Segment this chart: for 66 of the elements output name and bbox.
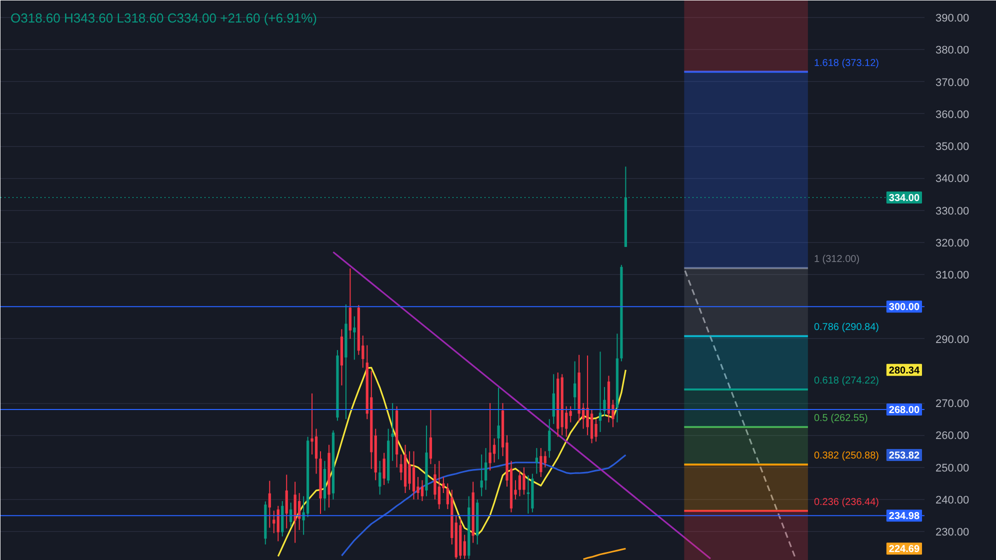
y-tick-label: 230.00 — [936, 526, 970, 539]
y-tick-label: 310.00 — [936, 270, 970, 282]
ref-line-label: 268.00 — [888, 404, 920, 416]
candlestick — [569, 406, 572, 423]
y-tick-label: 330.00 — [936, 205, 970, 218]
candlestick — [603, 386, 606, 416]
candlestick — [488, 402, 492, 472]
candlestick — [268, 480, 271, 528]
candlestick — [276, 505, 280, 542]
candlestick — [497, 387, 500, 460]
line-series — [340, 454, 626, 556]
candlestick — [420, 480, 424, 502]
line-series — [277, 366, 626, 558]
candlestick — [492, 438, 496, 464]
band-label: 0.236 (236.44) — [814, 496, 880, 508]
candlestick — [348, 268, 352, 340]
band-label: 0.618 (274.22) — [814, 376, 880, 387]
y-tick-label: 260.00 — [936, 430, 970, 442]
y-tick-label: 290.00 — [936, 334, 970, 346]
candlestick — [285, 474, 288, 529]
candlestick — [382, 452, 386, 486]
candlestick — [314, 428, 318, 474]
candlestick — [586, 355, 589, 436]
candlestick — [391, 402, 394, 462]
ref-line-label: 300.00 — [888, 302, 920, 314]
candlestick — [438, 460, 440, 510]
text: O318.60 H343.60 L318.60 C334.00 +21.60 (+6.91%) — [10, 10, 317, 26]
candlestick — [598, 351, 602, 432]
y-tick-label: 250.00 — [936, 462, 970, 474]
candlestick — [522, 466, 526, 496]
candlestick — [408, 450, 411, 490]
candlestick — [310, 392, 314, 455]
band-label: 0.382 (250.88) — [814, 450, 880, 462]
annotation: 280.34 — [888, 365, 920, 376]
candlestick — [429, 408, 432, 465]
y-tick-label: 380.00 — [936, 44, 970, 57]
band-label: 0.786 (290.84) — [814, 322, 880, 334]
candlestick — [463, 534, 466, 560]
y-tick-label: 320.00 — [936, 237, 970, 250]
candlestick — [544, 450, 546, 468]
y-tick-label: 350.00 — [936, 141, 970, 154]
candlestick — [272, 510, 276, 534]
candlestick — [484, 448, 488, 490]
candlestick — [378, 460, 382, 496]
y-tick-label: 340.00 — [936, 173, 970, 186]
annotation: 224.69 — [888, 544, 920, 556]
candlestick — [480, 454, 483, 497]
band-label: 1.618 (373.12) — [814, 58, 880, 69]
ref-line-label: 234.98 — [888, 511, 920, 522]
candlestick — [552, 374, 555, 424]
candlestick — [353, 316, 356, 360]
y-tick-label: 360.00 — [936, 108, 970, 121]
annotation: 253.82 — [888, 450, 920, 462]
candlestick — [548, 418, 551, 458]
y-tick-label: 370.00 — [936, 76, 970, 89]
candlestick — [518, 470, 522, 497]
y-tick-label: 240.00 — [936, 494, 970, 506]
candlestick — [540, 448, 542, 478]
band-label: 1 (312.00) — [814, 254, 860, 266]
y-tick-label: 390.00 — [936, 12, 970, 25]
ref-line-label: 334.00 — [888, 192, 920, 204]
line-series — [582, 548, 626, 560]
candlestick — [535, 448, 538, 474]
y-tick-label: 270.00 — [936, 398, 970, 410]
candlestick — [574, 360, 576, 410]
band-label: 0.5 (262.55) — [814, 413, 868, 424]
